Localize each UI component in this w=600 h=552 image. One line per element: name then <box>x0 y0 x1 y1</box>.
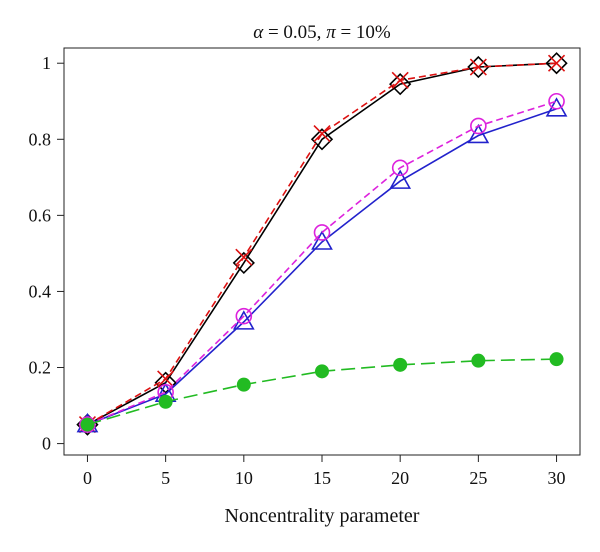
data-point <box>232 251 255 275</box>
data-point <box>391 159 409 177</box>
title-pi-text: = 10% <box>336 22 391 43</box>
data-point <box>470 117 487 135</box>
series-line <box>87 100 557 426</box>
x-tick-label: 10 <box>235 468 253 488</box>
data-point <box>310 128 334 151</box>
data-point <box>393 357 408 372</box>
data-point <box>545 52 568 75</box>
x-tick-label: 15 <box>313 468 331 488</box>
data-point <box>80 417 95 432</box>
data-point <box>467 55 490 79</box>
y-axis: 0 0.2 0.4 0.6 0.8 1 <box>29 53 64 454</box>
data-point <box>389 169 412 189</box>
x-axis-label: Noncentrality parameter <box>225 505 420 527</box>
data-point <box>471 353 486 368</box>
x-tick-label: 20 <box>391 468 409 488</box>
data-point <box>154 371 177 394</box>
series-line <box>87 108 557 426</box>
series-layer <box>76 52 568 436</box>
data-point <box>79 416 96 433</box>
plot-frame <box>63 47 581 456</box>
chart-title: α = 0.05, π = 10% <box>253 22 391 43</box>
data-point <box>235 248 253 266</box>
y-tick-label: 0.8 <box>29 129 52 149</box>
data-point <box>469 58 487 76</box>
data-point <box>235 307 253 325</box>
data-point <box>313 125 331 143</box>
data-point <box>547 54 566 72</box>
series-circle-open <box>79 92 565 433</box>
data-point <box>313 224 331 241</box>
x-axis: 0 5 10 15 20 25 30 <box>83 455 566 488</box>
y-tick-label: 0.2 <box>29 358 52 378</box>
y-tick-label: 0 <box>42 434 51 454</box>
data-point <box>311 230 333 250</box>
x-tick-label: 25 <box>469 468 487 488</box>
data-point <box>548 92 565 110</box>
data-point <box>315 364 329 379</box>
data-point <box>236 377 251 392</box>
series-circle-filled <box>80 352 564 432</box>
data-point <box>545 97 568 117</box>
data-point <box>549 352 564 367</box>
data-point <box>158 394 173 409</box>
y-tick-label: 0.6 <box>29 205 52 225</box>
x-tick-label: 0 <box>83 468 92 488</box>
title-alpha-symbol: α <box>253 22 264 43</box>
title-pi-symbol: π <box>326 22 336 43</box>
y-tick-label: 0.4 <box>29 281 52 301</box>
data-point <box>467 123 490 144</box>
data-point <box>389 73 412 96</box>
x-tick-label: 5 <box>161 468 170 488</box>
data-point <box>391 71 409 89</box>
data-point <box>157 370 175 388</box>
y-tick-label: 1 <box>42 53 51 73</box>
x-tick-label: 30 <box>548 468 566 488</box>
title-alpha-text: = 0.05, <box>263 22 326 43</box>
